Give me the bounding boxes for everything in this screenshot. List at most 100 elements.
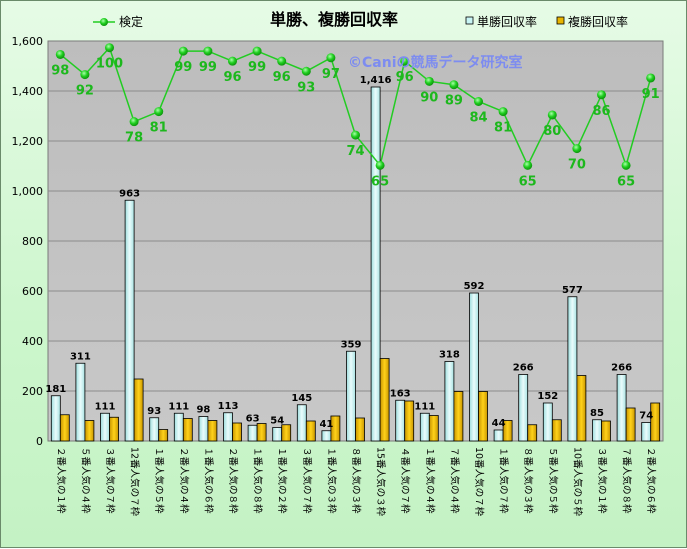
tansho-bar bbox=[567, 296, 578, 442]
legend-fukusho-label: 複勝回収率 bbox=[568, 14, 628, 29]
tansho-value-label: 577 bbox=[562, 285, 583, 296]
fukusho-bar bbox=[527, 424, 538, 442]
x-category-label: ２番人気の６枠 bbox=[645, 447, 657, 514]
fukusho-bar bbox=[330, 415, 341, 442]
x-category-label: ５番人気の５枠 bbox=[547, 447, 559, 514]
kentei-value-label: 99 bbox=[199, 60, 217, 75]
fukusho-bar bbox=[502, 420, 513, 442]
fukusho-bar bbox=[84, 420, 95, 442]
fukusho-bar bbox=[379, 358, 390, 442]
tansho-value-label: 152 bbox=[537, 391, 558, 402]
fukusho-bar bbox=[109, 416, 119, 442]
legend-tansho-swatch bbox=[465, 16, 474, 25]
fukusho-bar bbox=[232, 422, 242, 442]
kentei-marker bbox=[375, 160, 385, 170]
kentei-value-label: 93 bbox=[297, 80, 315, 95]
x-category-label: １番人気の３枠 bbox=[325, 447, 337, 514]
tansho-bar bbox=[542, 402, 553, 442]
kentei-marker bbox=[646, 73, 656, 83]
kentei-marker bbox=[474, 97, 483, 107]
fukusho-bar bbox=[182, 418, 193, 442]
fukusho-bar bbox=[478, 391, 488, 442]
kentei-value-label: 86 bbox=[592, 104, 610, 119]
legend-tansho-label: 単勝回収率 bbox=[477, 14, 537, 29]
tansho-value-label: 145 bbox=[291, 393, 312, 404]
x-category-label: 10番人気の７枠 bbox=[473, 447, 485, 517]
tansho-bar bbox=[50, 395, 61, 442]
tansho-bar bbox=[296, 404, 307, 442]
kentei-value-label: 74 bbox=[346, 144, 364, 159]
kentei-marker bbox=[597, 90, 606, 100]
x-category-label: １番人気の７枠 bbox=[498, 447, 510, 514]
tansho-bar bbox=[370, 86, 381, 442]
y-tick-label: 600 bbox=[22, 285, 43, 298]
fukusho-bar bbox=[428, 415, 439, 442]
fukusho-bar bbox=[256, 423, 267, 442]
x-category-label: ４番人気の７枠 bbox=[399, 447, 411, 514]
y-tick-label: 1,200 bbox=[12, 135, 44, 148]
tansho-value-label: 63 bbox=[246, 413, 260, 424]
fukusho-bar bbox=[59, 414, 70, 442]
kentei-marker bbox=[277, 56, 287, 66]
x-category-label: １番人気の８枠 bbox=[252, 447, 264, 514]
x-category-label: ２番人気の１枠 bbox=[55, 447, 67, 514]
tansho-value-label: 592 bbox=[464, 281, 485, 292]
tansho-value-label: 93 bbox=[147, 406, 161, 417]
x-category-label: ５番人気の４枠 bbox=[79, 447, 91, 514]
x-category-label: 15番人気の３枠 bbox=[375, 447, 387, 517]
y-tick-label: 1,000 bbox=[12, 185, 44, 198]
kentei-marker bbox=[424, 76, 434, 86]
tansho-value-label: 111 bbox=[168, 401, 189, 412]
kentei-marker bbox=[105, 43, 114, 53]
tansho-value-label: 41 bbox=[319, 419, 333, 430]
tansho-value-label: 963 bbox=[119, 188, 140, 199]
x-category-label: ７番人気の４枠 bbox=[448, 447, 460, 514]
tansho-value-label: 111 bbox=[95, 401, 116, 412]
kentei-value-label: 78 bbox=[125, 131, 143, 146]
kentei-value-label: 81 bbox=[494, 121, 512, 136]
tansho-value-label: 1,416 bbox=[360, 75, 392, 86]
kentei-value-label: 96 bbox=[223, 70, 241, 85]
tansho-value-label: 311 bbox=[70, 351, 91, 362]
legend-item-tansho: 単勝回収率 bbox=[465, 14, 537, 29]
tansho-bar bbox=[346, 350, 356, 442]
y-tick-label: 1,600 bbox=[12, 35, 44, 48]
kentei-marker bbox=[252, 46, 262, 56]
tansho-bar bbox=[149, 417, 160, 442]
kentei-value-label: 96 bbox=[273, 70, 291, 85]
tansho-bar bbox=[616, 374, 627, 442]
kentei-marker bbox=[228, 56, 237, 66]
tansho-bar bbox=[518, 374, 529, 442]
kentei-value-label: 99 bbox=[174, 60, 192, 75]
tansho-value-label: 98 bbox=[196, 405, 210, 416]
kentei-value-label: 92 bbox=[76, 84, 94, 99]
kentei-value-label: 89 bbox=[445, 94, 463, 109]
tansho-bar bbox=[419, 412, 430, 442]
tansho-bar bbox=[173, 412, 184, 442]
tansho-value-label: 111 bbox=[414, 401, 435, 412]
gridlines bbox=[48, 90, 663, 392]
tansho-value-label: 266 bbox=[513, 363, 534, 374]
tansho-bar bbox=[272, 427, 283, 442]
fukusho-bar bbox=[601, 420, 611, 442]
kentei-value-label: 90 bbox=[420, 90, 438, 105]
tansho-value-label: 266 bbox=[611, 363, 632, 374]
fukusho-bar bbox=[404, 400, 415, 442]
x-category-label: 12番人気の７枠 bbox=[129, 447, 141, 517]
kentei-marker bbox=[547, 110, 557, 120]
fukusho-bar bbox=[305, 420, 316, 442]
y-tick-label: 800 bbox=[22, 235, 43, 248]
tansho-bar bbox=[641, 422, 652, 442]
kentei-marker bbox=[449, 80, 459, 90]
watermark-text: ©Caniの競馬データ研究室 bbox=[348, 54, 523, 71]
tansho-value-label: 44 bbox=[492, 418, 506, 429]
legend-item-fukusho: 複勝回収率 bbox=[556, 14, 628, 29]
y-tick-label: 1,400 bbox=[12, 85, 44, 98]
fukusho-bar bbox=[133, 378, 144, 442]
kentei-marker bbox=[351, 130, 360, 140]
fukusho-bar bbox=[650, 402, 661, 442]
kentei-marker bbox=[523, 160, 533, 170]
fukusho-bar bbox=[207, 420, 218, 442]
